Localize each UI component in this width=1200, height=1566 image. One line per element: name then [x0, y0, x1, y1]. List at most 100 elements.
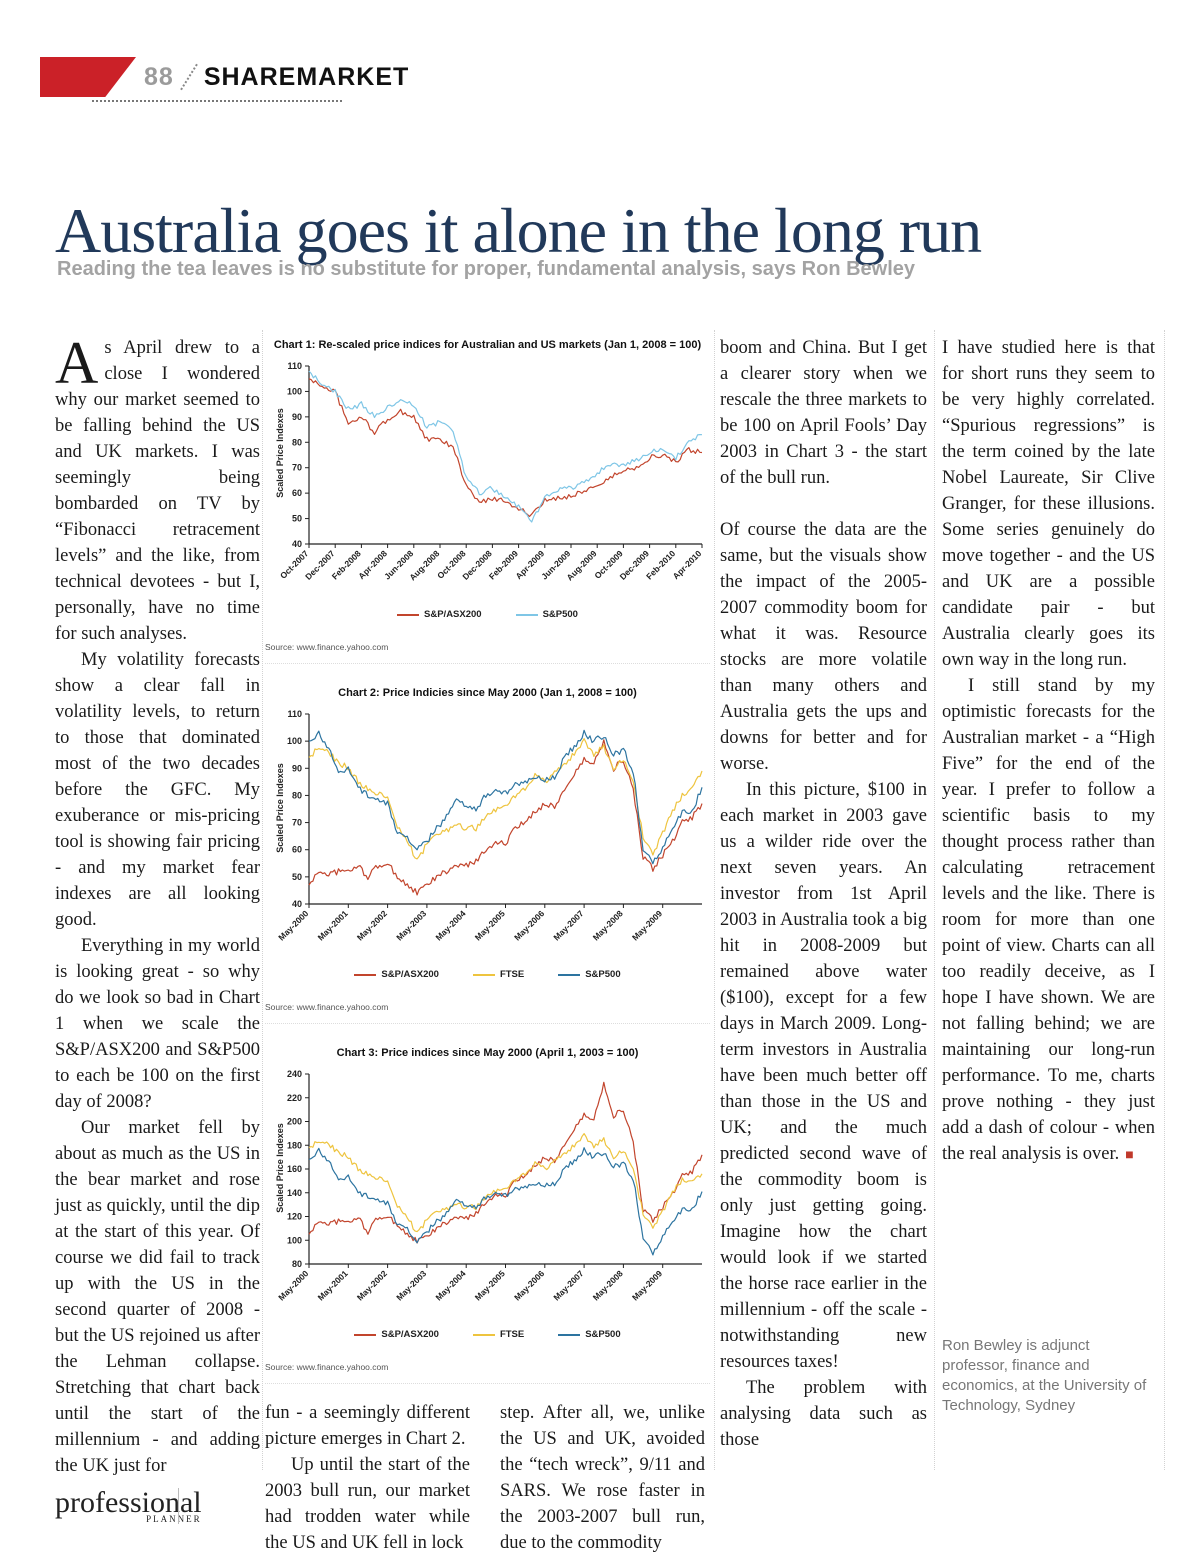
svg-text:May-2001: May-2001: [316, 908, 350, 942]
chart-1-y-axis-label: Scaled Price Indexes: [275, 408, 285, 498]
chart-1-source: Source: www.finance.yahoo.com: [265, 634, 710, 664]
legend-label: S&P500: [585, 969, 621, 980]
svg-text:50: 50: [292, 514, 302, 524]
author-bio: Ron Bewley is adjunct professor, finance…: [942, 1337, 1147, 1414]
svg-text:May-2008: May-2008: [591, 1268, 625, 1302]
svg-text:110: 110: [287, 361, 302, 371]
logo-word: professional: [55, 1486, 202, 1519]
chart-1-title: Chart 1: Re-scaled price indices for Aus…: [273, 339, 702, 351]
chart-3-title: Chart 3: Price indices since May 2000 (A…: [336, 1047, 639, 1059]
legend-label: S&P500: [542, 609, 578, 620]
chart-1-plot: 40 50 60 70 80 90 100 110 Oct-2007 Dec-2007 Feb-20…: [265, 360, 710, 608]
chart-3-plot: 80 100 120 140 160 180 200 220 240 May-2000 May-20…: [265, 1068, 710, 1328]
publication-logo: professional PLANNER: [55, 1486, 202, 1525]
legend-label: FTSE: [499, 1329, 525, 1340]
legend-label: S&P/ASX200: [424, 609, 482, 620]
svg-text:70: 70: [292, 818, 302, 828]
charts-column: Chart 1: Re-scaled price indices for Aus…: [265, 332, 710, 1556]
paragraph: Everything in my world is looking great …: [55, 936, 260, 1112]
legend-item: S&P500: [515, 602, 578, 628]
svg-text:May-2006: May-2006: [512, 908, 546, 942]
section-header: 88 SHAREMARKET: [40, 55, 409, 99]
paragraph: I have studied here is that for short ru…: [942, 338, 1155, 670]
legend-color-dash: [472, 1334, 495, 1336]
svg-text:60: 60: [292, 845, 302, 855]
svg-text:110: 110: [287, 709, 302, 719]
paragraph: boom and China. But I get a clearer stor…: [720, 338, 927, 488]
svg-text:May-2004: May-2004: [433, 1268, 467, 1302]
chart-3: Chart 3: Price indices since May 2000 (A…: [265, 1040, 710, 1384]
svg-text:May-2006: May-2006: [512, 1268, 546, 1302]
chart-2-source: Source: www.finance.yahoo.com: [265, 994, 710, 1024]
logo-subword: PLANNER: [146, 1514, 202, 1524]
svg-text:100: 100: [287, 736, 302, 746]
svg-text:50: 50: [292, 872, 302, 882]
paragraph: The problem with analysing data such as …: [720, 1378, 927, 1450]
svg-text:180: 180: [287, 1140, 302, 1150]
svg-text:May-2005: May-2005: [473, 908, 507, 942]
legend-color-dash: [558, 974, 581, 976]
svg-text:May-2003: May-2003: [394, 1268, 428, 1302]
body-column-2b: step. After all, we, unlike the US and U…: [500, 1400, 705, 1556]
paragraph: Up until the start of the 2003 bull run,…: [265, 1455, 470, 1553]
chart-3-legend: S&P/ASX200 FTSE S&P500: [265, 1322, 710, 1348]
legend-color-dash: [515, 614, 538, 616]
legend-item: FTSE: [472, 1322, 525, 1348]
legend-color-dash: [558, 1334, 581, 1336]
legend-label: S&P/ASX200: [381, 1329, 439, 1340]
legend-label: FTSE: [499, 969, 525, 980]
svg-text:May-2000: May-2000: [276, 1268, 310, 1302]
column-divider: [262, 330, 263, 1470]
svg-text:Apr-2010: Apr-2010: [671, 548, 704, 581]
svg-text:May-2007: May-2007: [551, 908, 585, 942]
column-divider: [934, 330, 935, 1470]
column-divider: [1164, 330, 1165, 1470]
svg-text:40: 40: [292, 899, 302, 909]
legend-color-dash: [397, 614, 420, 616]
paragraph: In this picture, $100 in each market in …: [720, 780, 927, 1372]
svg-text:140: 140: [287, 1188, 302, 1198]
svg-text:May-2000: May-2000: [276, 908, 310, 942]
body-column-2a: fun - a seemingly different picture emer…: [265, 1400, 470, 1556]
drop-cap: A: [55, 330, 99, 396]
paragraph: fun - a seemingly different picture emer…: [265, 1403, 470, 1449]
legend-item: S&P/ASX200: [354, 1322, 439, 1348]
chart-2-legend: S&P/ASX200 FTSE S&P500: [265, 962, 710, 988]
article-standfirst: Reading the tea leaves is no substitute …: [57, 258, 916, 280]
legend-label: S&P500: [585, 1329, 621, 1340]
page-number: 88: [144, 62, 174, 91]
svg-text:90: 90: [292, 412, 302, 422]
svg-text:40: 40: [292, 539, 302, 549]
svg-text:200: 200: [287, 1117, 302, 1127]
legend-color-dash: [472, 974, 495, 976]
svg-text:90: 90: [292, 763, 302, 773]
paragraph: Of course the data are the same, but the…: [720, 520, 927, 774]
svg-text:220: 220: [287, 1093, 302, 1103]
legend-item: S&P/ASX200: [354, 962, 439, 988]
svg-text:80: 80: [292, 790, 302, 800]
charts-column-footnote-text: fun - a seemingly different picture emer…: [265, 1400, 710, 1556]
svg-text:May-2005: May-2005: [473, 1268, 507, 1302]
legend-item: FTSE: [472, 962, 525, 988]
svg-text:May-2009: May-2009: [630, 1268, 664, 1302]
chart-2-title: Chart 2: Price Indicies since May 2000 (…: [338, 687, 637, 699]
chart-2-plot: 40 50 60 70 80 90 100 110 May-2000 May-2001 May-20…: [265, 708, 710, 968]
body-column-3: boom and China. But I get a clearer stor…: [720, 335, 927, 1453]
legend-item: S&P/ASX200: [397, 602, 482, 628]
chart-2: Chart 2: Price Indicies since May 2000 (…: [265, 680, 710, 1024]
dotted-rule: [92, 100, 342, 102]
svg-text:May-2009: May-2009: [630, 908, 664, 942]
legend-item: S&P500: [558, 962, 621, 988]
svg-text:May-2008: May-2008: [591, 908, 625, 942]
legend-color-dash: [354, 1334, 377, 1336]
svg-text:160: 160: [287, 1164, 302, 1174]
legend-color-dash: [354, 974, 377, 976]
paragraph: step. After all, we, unlike the US and U…: [500, 1403, 705, 1553]
legend-label: S&P/ASX200: [381, 969, 439, 980]
svg-text:80: 80: [292, 437, 302, 447]
svg-text:100: 100: [287, 386, 302, 396]
chart-2-y-axis-label: Scaled Price Indexes: [275, 763, 285, 853]
